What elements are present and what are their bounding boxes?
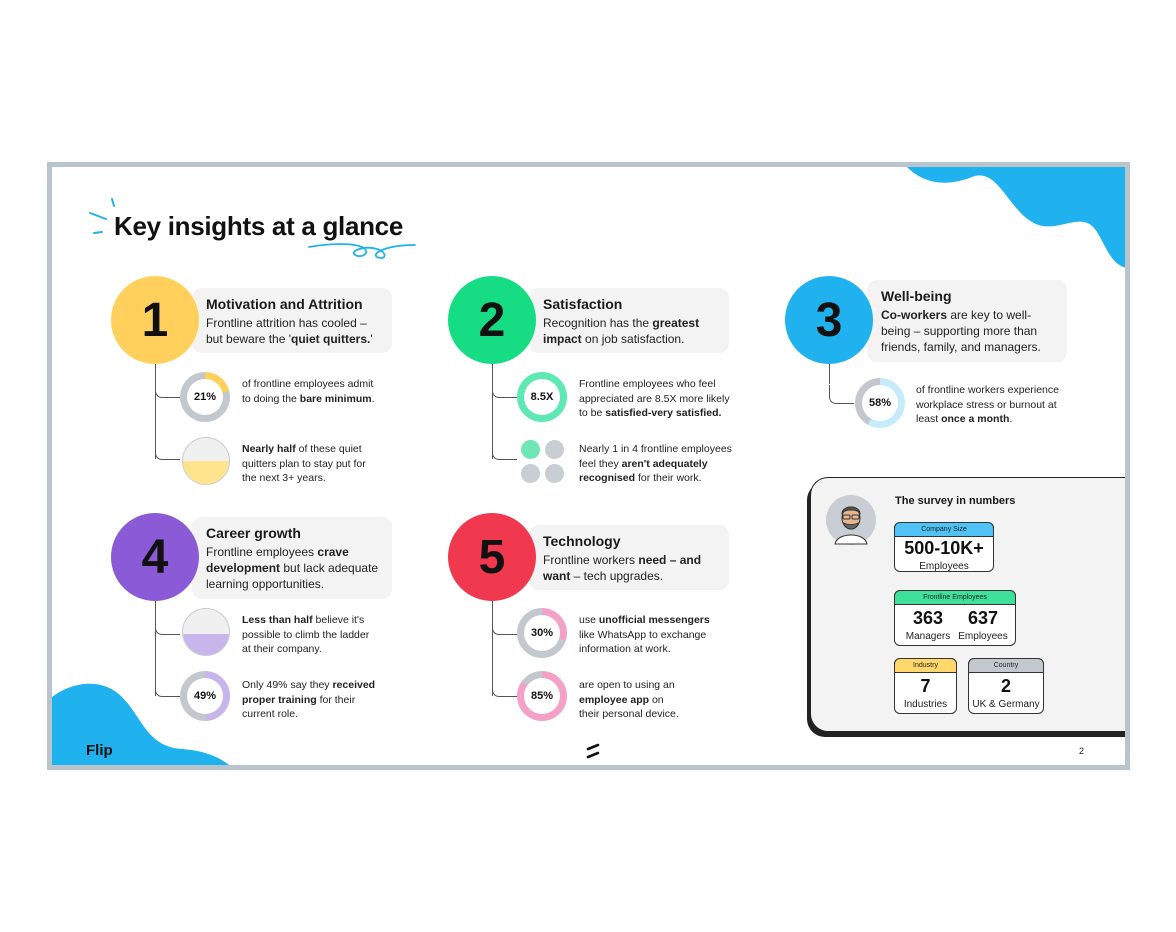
industry-box: Industry 7 Industries <box>894 658 957 714</box>
donut-value: 21% <box>187 379 223 415</box>
industry-tag: Industry <box>894 658 957 673</box>
section-title: Motivation and Attrition <box>206 296 363 312</box>
stat-text: are open to using an employee app on the… <box>579 679 679 720</box>
section-card: Well-being Co-workers are key to well- b… <box>867 280 1067 362</box>
slide: Key insights at a glance Motivation and … <box>47 162 1130 770</box>
title-underline-squiggle-icon <box>308 243 416 259</box>
connector-line <box>829 364 830 384</box>
country-label: UK & Germany <box>972 699 1040 710</box>
donut-chart: 85% <box>517 671 567 721</box>
donut-chart: 49% <box>180 671 230 721</box>
survey-title: The survey in numbers <box>895 495 1016 507</box>
flip-mark-icon <box>586 743 600 759</box>
connector-line <box>492 601 493 696</box>
section-number-badge: 2 <box>448 276 536 364</box>
connector-branch <box>492 678 517 697</box>
section-title: Technology <box>543 533 621 549</box>
company-size-box: Company Size 500-10K+ Employees <box>894 522 994 572</box>
industry-value: 7 <box>920 676 931 696</box>
ring-value: 8.5X <box>524 379 560 415</box>
connector-branch <box>492 616 517 635</box>
half-filled-circle <box>182 608 230 656</box>
connector-branch <box>155 379 180 398</box>
stat-text: use unofficial messengers like WhatsApp … <box>579 614 710 655</box>
connector-branch <box>492 379 517 398</box>
section-text: Recognition has the greatest impact on j… <box>543 316 700 346</box>
donut-value: 58% <box>862 385 898 421</box>
section-text: Frontline workers need – and want – tech… <box>543 553 702 583</box>
section-number-badge: 1 <box>111 276 199 364</box>
section-number-badge: 4 <box>111 513 199 601</box>
country-box: Country 2 UK & Germany <box>968 658 1044 714</box>
cup-fill <box>183 461 229 484</box>
employees-label: Employees <box>958 631 1008 642</box>
section-title: Well-being <box>881 288 952 304</box>
donut-chart: 30% <box>517 608 567 658</box>
stat-text: of frontline workers experience workplac… <box>916 384 1059 425</box>
donut-value: 85% <box>524 678 560 714</box>
connector-branch <box>155 616 180 635</box>
employees-stat: 637 Employees <box>955 608 1011 642</box>
managers-stat: 363 Managers <box>901 608 955 642</box>
connector-branch <box>829 385 854 404</box>
stat-text: of frontline employees admit to doing th… <box>242 378 375 405</box>
stat-text: Less than half believe it's possible to … <box>242 614 370 655</box>
section-card: Career growth Frontline employees crave … <box>192 517 392 599</box>
stat-text: Nearly 1 in 4 frontline employees feel t… <box>579 443 732 484</box>
connector-line <box>492 364 493 459</box>
page-number: 2 <box>1079 746 1085 756</box>
donut-value: 30% <box>524 615 560 651</box>
sparkle-lines-icon <box>89 198 115 234</box>
connector-line <box>155 601 156 696</box>
cup-fill <box>183 634 229 655</box>
frontline-employees-tag: Frontline Employees <box>894 590 1016 605</box>
section-text: Frontline attrition has cooled – but bew… <box>206 316 373 346</box>
country-value: 2 <box>1000 676 1011 696</box>
donut-chart: 21% <box>180 372 230 422</box>
employees-value: 637 <box>967 608 999 628</box>
grey-dot <box>521 464 540 483</box>
section-card: Technology Frontline workers need – and … <box>529 525 729 590</box>
grey-dot <box>545 464 564 483</box>
managers-value: 363 <box>912 608 944 628</box>
section-card: Motivation and Attrition Frontline attri… <box>192 288 392 353</box>
section-number-badge: 5 <box>448 513 536 601</box>
section-title: Satisfaction <box>543 296 623 312</box>
half-filled-circle <box>182 437 230 485</box>
blue-blob-bottom-left-icon <box>52 683 230 765</box>
connector-branch <box>492 441 517 460</box>
connector-line <box>155 364 156 459</box>
connector-branch <box>155 441 180 460</box>
grey-dot <box>545 440 564 459</box>
stat-text: Nearly half of these quiet quitters plan… <box>242 443 366 484</box>
company-size-value: 500-10K+ <box>904 538 984 558</box>
section-text: Frontline employees crave development bu… <box>206 545 379 591</box>
connector-branch <box>155 678 180 697</box>
industry-label: Industries <box>903 699 948 710</box>
person-avatar-icon <box>826 495 876 545</box>
company-size-tag: Company Size <box>894 522 994 537</box>
section-title: Career growth <box>206 525 301 541</box>
section-number-badge: 3 <box>785 276 873 364</box>
blue-blob-top-right-icon <box>907 167 1125 268</box>
section-card: Satisfaction Recognition has the greates… <box>529 288 729 353</box>
stat-text: Frontline employees who feel appreciated… <box>579 378 730 419</box>
donut-chart: 58% <box>855 378 905 428</box>
survey-panel: The survey in numbers Company Size 500-1… <box>810 477 1125 732</box>
country-tag: Country <box>968 658 1044 673</box>
frontline-employees-box: Frontline Employees 363 Managers 637 Emp… <box>894 590 1016 646</box>
section-text: Co-workers are key to well- being – supp… <box>881 308 1041 354</box>
page-title: Key insights at a glance <box>114 211 404 241</box>
donut-value: 49% <box>187 678 223 714</box>
highlight-dot <box>521 440 540 459</box>
managers-label: Managers <box>905 631 951 642</box>
stat-text: Only 49% say they received proper traini… <box>242 679 376 720</box>
ring-chart: 8.5X <box>517 372 567 422</box>
flip-logo: Flip <box>86 742 113 759</box>
company-size-label: Employees <box>919 561 969 572</box>
